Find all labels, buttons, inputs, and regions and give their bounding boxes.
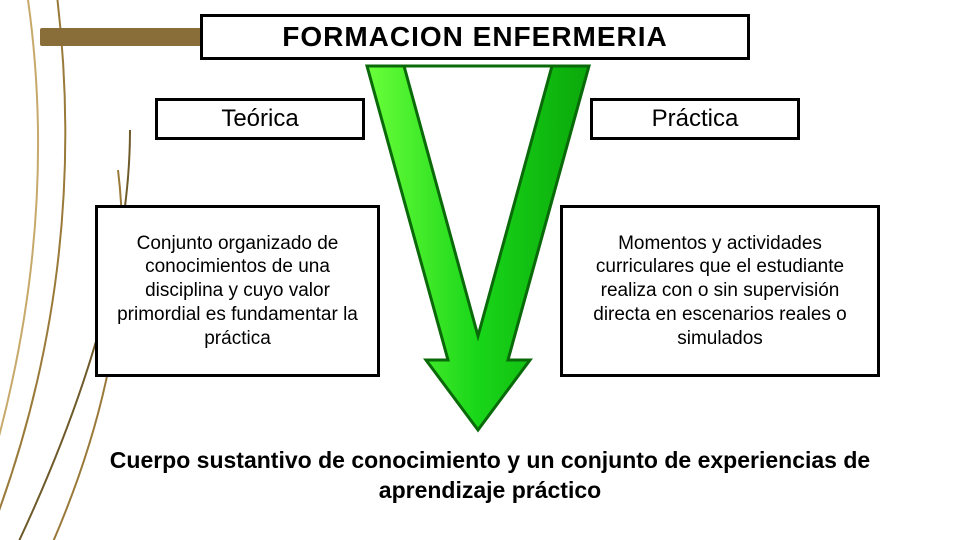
left-label-text: Teórica	[221, 105, 298, 133]
right-label-text: Práctica	[652, 105, 739, 133]
right-description-box: Momentos y actividades curriculares que …	[560, 205, 880, 377]
left-category-label: Teórica	[155, 98, 365, 140]
right-description-text: Momentos y actividades curriculares que …	[573, 232, 867, 351]
left-description-text: Conjunto organizado de conocimientos de …	[108, 232, 367, 351]
right-category-label: Práctica	[590, 98, 800, 140]
left-description-box: Conjunto organizado de conocimientos de …	[95, 205, 380, 377]
title-text: FORMACION ENFERMERIA	[282, 21, 668, 53]
bottom-summary-text: Cuerpo sustantivo de conocimiento y un c…	[110, 447, 870, 503]
bottom-summary: Cuerpo sustantivo de conocimiento y un c…	[100, 446, 880, 506]
page-title: FORMACION ENFERMERIA	[200, 14, 750, 60]
